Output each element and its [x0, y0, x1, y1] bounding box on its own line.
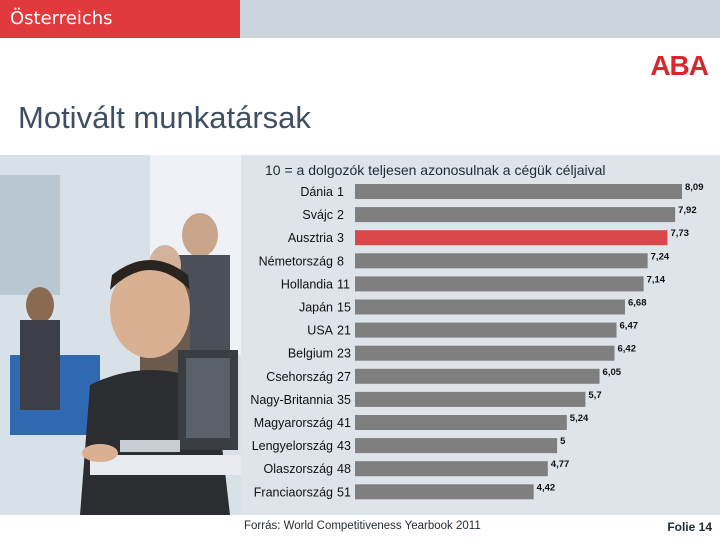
rank-label: 2 [337, 208, 344, 222]
office-photo-illustration [0, 155, 241, 515]
value-label: 7,73 [670, 228, 689, 239]
bar-12 [355, 438, 558, 454]
category-label: Magyarország [254, 416, 333, 430]
rank-label: 48 [337, 462, 351, 476]
rank-label: 41 [337, 416, 351, 430]
bar-5 [355, 276, 644, 292]
chart-subtitle: 10 = a dolgozók teljesen azonosulnak a c… [265, 162, 606, 178]
aba-logo: ABA [650, 50, 709, 81]
value-label: 4,77 [551, 459, 570, 470]
category-label: Dánia [300, 185, 333, 199]
bar-6 [355, 299, 626, 315]
bar-2 [355, 207, 676, 223]
rank-label: 11 [337, 277, 350, 291]
category-label: Ausztria [288, 231, 333, 245]
value-label: 6,42 [617, 344, 636, 355]
category-label: Hollandia [281, 277, 333, 291]
bar-8 [355, 345, 615, 361]
slide-title: Motivált munkatársak [18, 100, 311, 135]
value-label: 4,42 [537, 482, 556, 493]
bar-4 [355, 253, 648, 269]
value-label: 7,14 [647, 274, 666, 285]
category-label: Olaszország [264, 462, 334, 476]
page-number: Folie 14 [667, 520, 712, 534]
bar-1 [355, 184, 682, 199]
category-label: Németország [259, 254, 333, 268]
rank-label: 8 [337, 254, 344, 268]
category-label: Lengyelország [252, 439, 333, 453]
rank-label: 43 [337, 439, 351, 453]
category-label: Belgium [288, 347, 333, 361]
office-photo [0, 155, 241, 515]
category-label: USA [307, 324, 333, 338]
bar-14 [355, 484, 534, 500]
rank-label: 35 [337, 393, 351, 407]
value-label: 5,7 [588, 390, 601, 401]
rank-label: 3 [337, 231, 344, 245]
bar-10 [355, 391, 586, 407]
category-label: Nagy-Britannia [250, 393, 333, 407]
category-label: Csehország [266, 370, 333, 384]
rank-label: 15 [337, 301, 351, 315]
value-label: 5,24 [570, 413, 589, 424]
bar-11 [355, 415, 567, 430]
value-label: 5 [560, 436, 566, 447]
value-label: 6,47 [620, 321, 639, 332]
rank-label: 51 [337, 485, 351, 499]
bar-13 [355, 461, 548, 477]
rank-label: 1 [337, 185, 344, 199]
category-label: Japán [299, 301, 333, 315]
value-label: 8,09 [685, 182, 704, 193]
rank-label: 23 [337, 347, 351, 361]
rank-label: 27 [337, 370, 351, 384]
bar-7 [355, 322, 617, 338]
value-label: 7,24 [651, 251, 670, 262]
brand-banner: Österreichs Ansiedlungsberater [0, 0, 240, 67]
category-label: Svájc [302, 208, 333, 222]
rank-label: 21 [337, 324, 351, 338]
category-label: Franciaország [254, 485, 333, 499]
source-note: Forrás: World Competitiveness Yearbook 2… [244, 520, 481, 532]
value-label: 7,92 [678, 205, 697, 216]
bar-3 [355, 230, 668, 246]
value-label: 6,68 [628, 298, 647, 309]
value-label: 6,05 [603, 367, 622, 378]
bar-9 [355, 368, 600, 384]
